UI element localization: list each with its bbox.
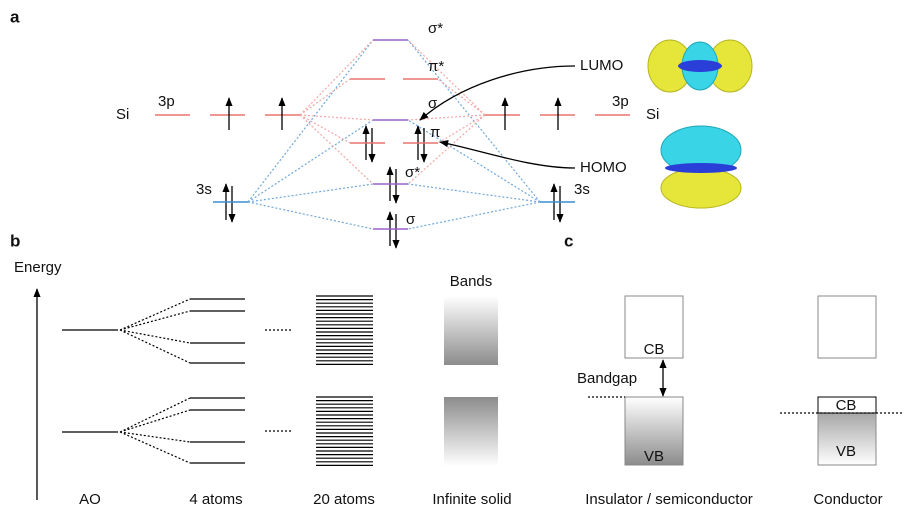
orbital-label: 3s [196,181,212,198]
dense-levels [316,296,373,465]
column-label: 20 atoms [313,491,375,508]
atom-label: Si [646,106,659,123]
column-label: Conductor [813,491,882,508]
panel-a: a Si 3p 3p Si 3s 3s σ* π* σ π σ* σ LUMO … [10,7,752,248]
band-label: CB [836,397,857,414]
mo-label: σ* [428,20,443,37]
figure: a Si 3p 3p Si 3s 3s σ* π* σ π σ* σ LUMO … [0,0,904,512]
atom-label: Si [116,106,129,123]
band [444,397,498,466]
column-label: Infinite solid [432,491,511,508]
panel-c: c CB Bandgap VB Insulator / semiconducto… [564,231,904,507]
callout-label: HOMO [580,159,627,176]
band-label: CB [644,341,665,358]
lumo-orbital [648,40,752,92]
band-label: VB [836,443,856,460]
column-label: 4 atoms [189,491,242,508]
mo-label: π [430,124,440,141]
splitting-lines [120,299,292,463]
panel-label: a [10,7,20,26]
panel-b: b Energy Bands AO 4 atoms 20 atoms Infin… [10,231,512,507]
band-label: VB [644,448,664,465]
column-label: AO [79,491,101,508]
correlation-lines [248,40,540,229]
callout-label: LUMO [580,57,623,74]
panel-label: b [10,231,20,250]
column-label: Insulator / semiconductor [585,491,753,508]
orbital-label: 3p [612,93,629,110]
panel-label: c [564,231,573,250]
mo-label: σ* [405,164,420,181]
axis-label: Energy [14,259,62,276]
mo-label: π* [428,58,444,75]
callout-arrow [440,142,575,168]
band [444,296,498,365]
mo-levels [350,40,438,229]
gap-label: Bandgap [577,370,637,387]
upper-band [818,296,876,358]
bands-label: Bands [450,273,493,290]
orbital-label: 3s [574,181,590,198]
levels [62,299,245,463]
homo-orbital [661,126,741,208]
orbital-label: 3p [158,93,175,110]
mo-label: σ [406,211,416,228]
